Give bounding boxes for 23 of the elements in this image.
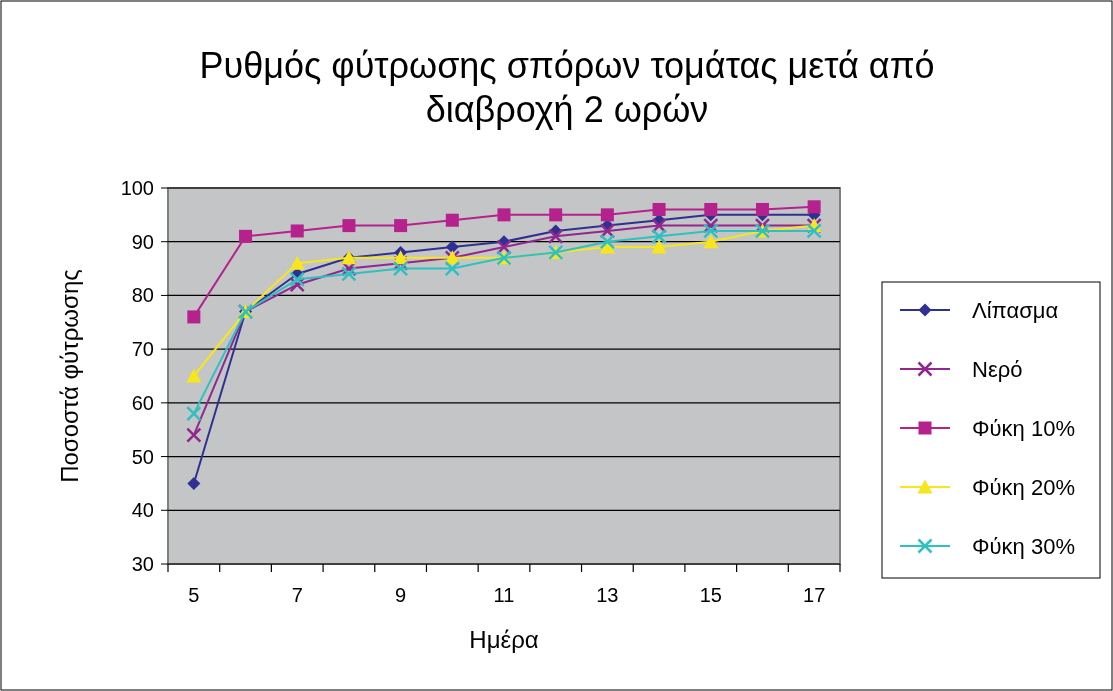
y-tick-label: 90 (131, 230, 154, 253)
x-tick-label: 7 (291, 584, 303, 606)
x-tick-label: 17 (803, 584, 826, 606)
x-tick-label: 11 (493, 584, 515, 606)
y-tick-label: 30 (131, 553, 154, 575)
x-axis-title: Ημέρα (469, 626, 539, 653)
legend-label: Φύκη 20% (972, 475, 1075, 500)
y-tick-label: 40 (131, 499, 154, 522)
y-tick-label: 70 (131, 338, 154, 361)
legend-label: Φύκη 30% (972, 534, 1075, 559)
legend-label: Φύκη 10% (972, 416, 1075, 441)
y-axis-title: Ποσοστά φύτρωσης (56, 269, 83, 483)
legend-label: Νερό (972, 357, 1023, 382)
y-tick-label: 60 (131, 391, 154, 414)
chart-title: Ρυθμός φύτρωσης σπόρων τομάτας μετά από διαβροχή 2 ωρών (199, 45, 935, 130)
x-tick-label: 15 (699, 584, 722, 606)
y-tick-label: 50 (131, 445, 154, 468)
y-tick-label: 100 (120, 177, 154, 199)
legend-label: Λίπασμα (972, 298, 1059, 323)
x-tick-label: 5 (188, 584, 200, 606)
y-tick-label: 80 (131, 284, 154, 307)
x-tick-label: 9 (395, 584, 407, 606)
x-tick-label: 13 (596, 584, 619, 606)
